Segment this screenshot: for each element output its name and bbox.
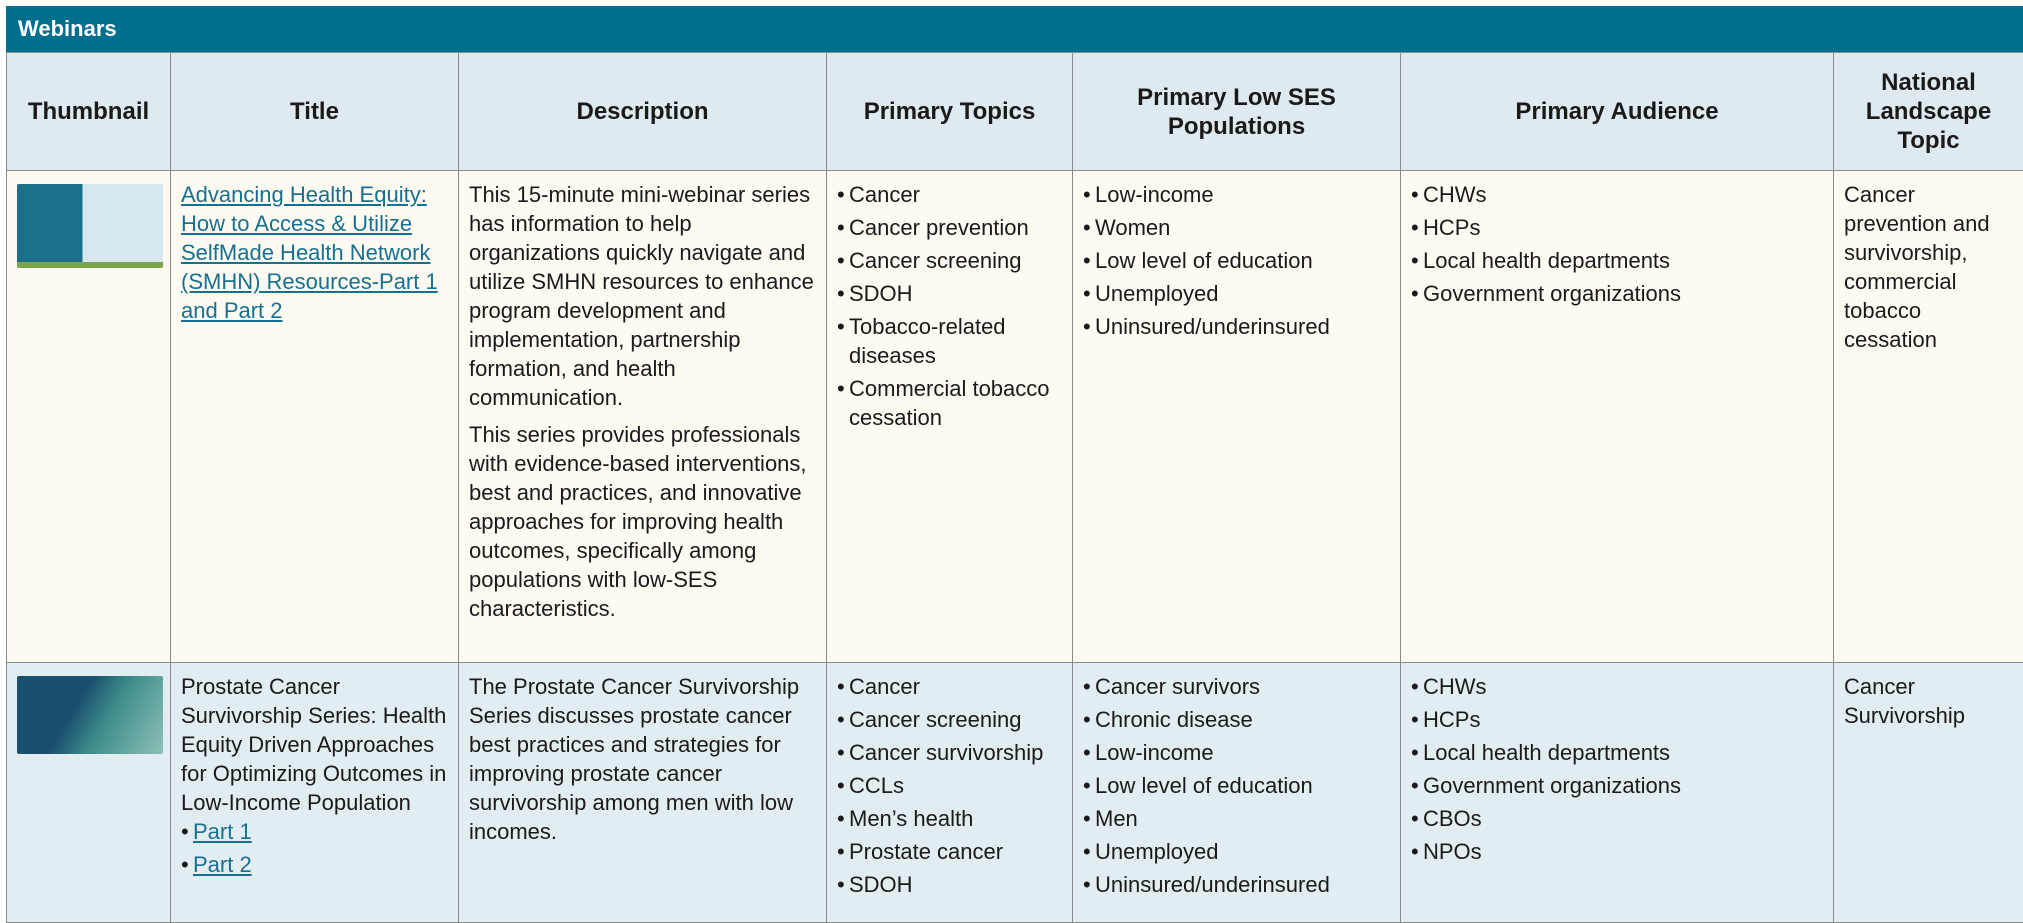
title-cell: Prostate Cancer Survivorship Series: Hea… bbox=[171, 663, 459, 923]
topic: Cancer bbox=[837, 180, 1062, 209]
landscape-topic: Cancer Survivorship bbox=[1844, 672, 2013, 730]
thumbnail bbox=[17, 676, 163, 754]
link-item: Part 1 bbox=[181, 817, 448, 846]
audience-list: CHWs HCPs Local health departments Governme… bbox=[1411, 180, 1823, 308]
webinar-row: Prostate Cancer Survivorship Series: Hea… bbox=[7, 663, 2023, 923]
webinar-title: Prostate Cancer Survivorship Series: Hea… bbox=[181, 672, 448, 817]
link-list: Part 1 Part 2 bbox=[181, 817, 448, 879]
description: This 15-minute mini-webinar series has i… bbox=[469, 180, 816, 412]
topic: Men’s health bbox=[837, 804, 1062, 833]
audience-cell: CHWs HCPs Local health departments Governme… bbox=[1401, 171, 1834, 663]
topic: Cancer prevention bbox=[837, 213, 1062, 242]
landscape-cell: Cancer Survivorship bbox=[1834, 663, 2023, 923]
audience: CHWs bbox=[1411, 672, 1823, 701]
audience-list: CHWs HCPs Local health departments Governme… bbox=[1411, 672, 1823, 866]
description: The Prostate Cancer Survivorship Series … bbox=[469, 672, 816, 846]
topic: Prostate cancer bbox=[837, 837, 1062, 866]
audience: NPOs bbox=[1411, 837, 1823, 866]
title-cell: Advancing Health Equity: How to Access &… bbox=[171, 171, 459, 663]
column-header: Description bbox=[459, 53, 827, 171]
description-cell: The Prostate Cancer Survivorship Series … bbox=[459, 663, 827, 923]
population-list: Low-income Women Low level of education Une… bbox=[1083, 180, 1390, 341]
section-title: Webinars bbox=[6, 6, 2023, 52]
populations-cell: Low-income Women Low level of education Une… bbox=[1073, 171, 1401, 663]
column-header: Thumbnail bbox=[7, 53, 171, 171]
topics-cell: Cancer Cancer prevention Cancer screening S… bbox=[827, 171, 1073, 663]
thumbnail bbox=[17, 184, 163, 268]
topic: Cancer screening bbox=[837, 705, 1062, 734]
audience: Government organizations bbox=[1411, 279, 1823, 308]
webinar-title-link[interactable]: Advancing Health Equity: How to Access &… bbox=[181, 182, 438, 323]
webinar-link[interactable]: Part 2 bbox=[193, 852, 252, 877]
audience: Local health departments bbox=[1411, 738, 1823, 767]
population: Chronic disease bbox=[1083, 705, 1390, 734]
topic: CCLs bbox=[837, 771, 1062, 800]
column-header: Title bbox=[171, 53, 459, 171]
column-header: National Landscape Topic bbox=[1834, 53, 2023, 171]
topic: Cancer bbox=[837, 672, 1062, 701]
topic-list: Cancer Cancer screening Cancer survivorshi… bbox=[837, 672, 1062, 899]
topic: Cancer survivorship bbox=[837, 738, 1062, 767]
column-header: Primary Low SES Populations bbox=[1073, 53, 1401, 171]
audience: Government organizations bbox=[1411, 771, 1823, 800]
landscape-topic: Cancer prevention and survivorship, comm… bbox=[1844, 180, 2013, 354]
column-header: Primary Topics bbox=[827, 53, 1073, 171]
thumbnail-cell bbox=[7, 171, 171, 663]
population-list: Cancer survivors Chronic disease Low-incom… bbox=[1083, 672, 1390, 899]
audience: HCPs bbox=[1411, 705, 1823, 734]
topic: SDOH bbox=[837, 870, 1062, 899]
population: Uninsured/underinsured bbox=[1083, 870, 1390, 899]
audience: Local health departments bbox=[1411, 246, 1823, 275]
column-header: Primary Audience bbox=[1401, 53, 1834, 171]
population: Low level of education bbox=[1083, 771, 1390, 800]
landscape-cell: Cancer prevention and survivorship, comm… bbox=[1834, 171, 2023, 663]
link-item: Part 2 bbox=[181, 850, 448, 879]
topic: Cancer screening bbox=[837, 246, 1062, 275]
population: Women bbox=[1083, 213, 1390, 242]
audience: CHWs bbox=[1411, 180, 1823, 209]
webinar-link[interactable]: Part 1 bbox=[193, 819, 252, 844]
audience: HCPs bbox=[1411, 213, 1823, 242]
population: Uninsured/underinsured bbox=[1083, 312, 1390, 341]
audience-cell: CHWs HCPs Local health departments Governme… bbox=[1401, 663, 1834, 923]
population: Low level of education bbox=[1083, 246, 1390, 275]
topic: Tobacco-related diseases bbox=[837, 312, 1062, 370]
population: Cancer survivors bbox=[1083, 672, 1390, 701]
population: Low-income bbox=[1083, 180, 1390, 209]
population: Men bbox=[1083, 804, 1390, 833]
description: This series provides professionals with … bbox=[469, 420, 816, 623]
audience: CBOs bbox=[1411, 804, 1823, 833]
description-cell: This 15-minute mini-webinar series has i… bbox=[459, 171, 827, 663]
webinar-row: Advancing Health Equity: How to Access &… bbox=[7, 171, 2023, 663]
topic: Commercial tobacco cessation bbox=[837, 374, 1062, 432]
topic: SDOH bbox=[837, 279, 1062, 308]
population: Unemployed bbox=[1083, 279, 1390, 308]
populations-cell: Cancer survivors Chronic disease Low-incom… bbox=[1073, 663, 1401, 923]
thumbnail-cell bbox=[7, 663, 171, 923]
topic-list: Cancer Cancer prevention Cancer screening S… bbox=[837, 180, 1062, 432]
population: Unemployed bbox=[1083, 837, 1390, 866]
population: Low-income bbox=[1083, 738, 1390, 767]
topics-cell: Cancer Cancer screening Cancer survivorshi… bbox=[827, 663, 1073, 923]
